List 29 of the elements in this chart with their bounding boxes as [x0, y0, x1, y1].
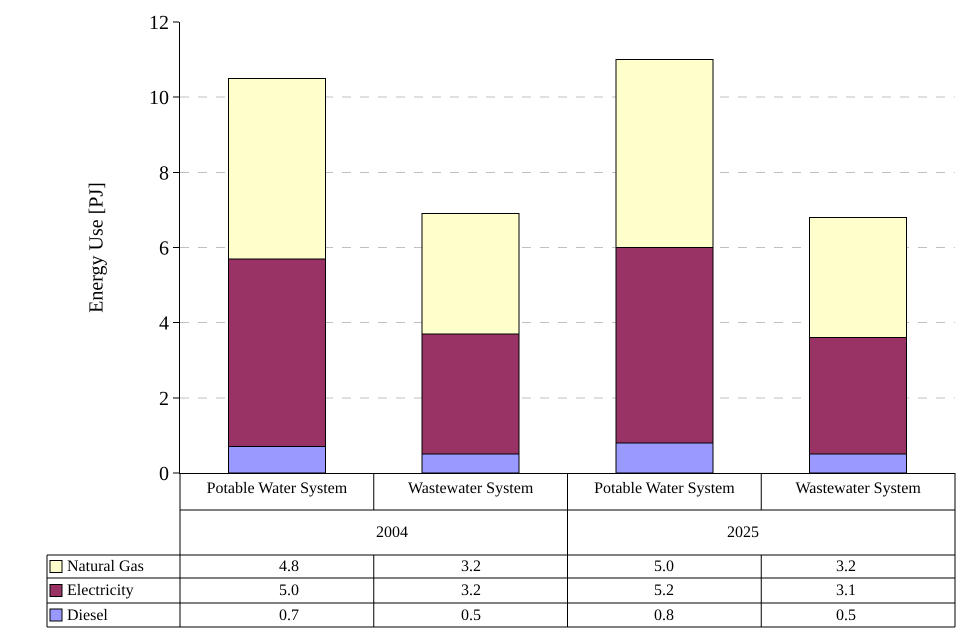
data-label: 5.0 — [279, 582, 299, 599]
data-label: 5.0 — [654, 558, 674, 575]
text: 2025 — [727, 524, 759, 541]
data-label: 0.8 — [654, 607, 674, 624]
x-tick-label: Wastewater System — [795, 480, 922, 498]
y-tick-label: 4 — [159, 312, 169, 335]
x-tick-label: Potable Water System — [206, 480, 348, 498]
text: 2004 — [376, 524, 408, 541]
data-label: 0.7 — [279, 607, 299, 624]
data-label: 3.2 — [461, 558, 481, 575]
legend-label: Electricity — [67, 582, 134, 599]
data-label: 5.2 — [654, 582, 674, 599]
data-label: 0.5 — [836, 607, 856, 624]
data-label: 0.5 — [461, 607, 481, 624]
y-tick-label: 8 — [159, 162, 169, 184]
data-label: 3.1 — [836, 582, 856, 599]
legend-label: Natural Gas — [67, 558, 144, 575]
data-label: 3.2 — [461, 582, 481, 599]
x-tick-label: Potable Water System — [594, 480, 736, 498]
y-tick-label: 2 — [159, 388, 169, 410]
y-tick-label: 10 — [149, 87, 169, 110]
y-tick-label: 6 — [159, 238, 169, 260]
data-label: 4.8 — [279, 558, 299, 575]
y-tick-label: 12 — [149, 12, 169, 34]
data-label: 3.2 — [836, 558, 856, 575]
legend-label: Diesel — [67, 607, 108, 624]
y-tick-label: 0 — [159, 463, 169, 485]
y-axis-title: Energy Use [PJ] — [86, 182, 108, 313]
x-tick-label: Wastewater System — [408, 480, 534, 498]
